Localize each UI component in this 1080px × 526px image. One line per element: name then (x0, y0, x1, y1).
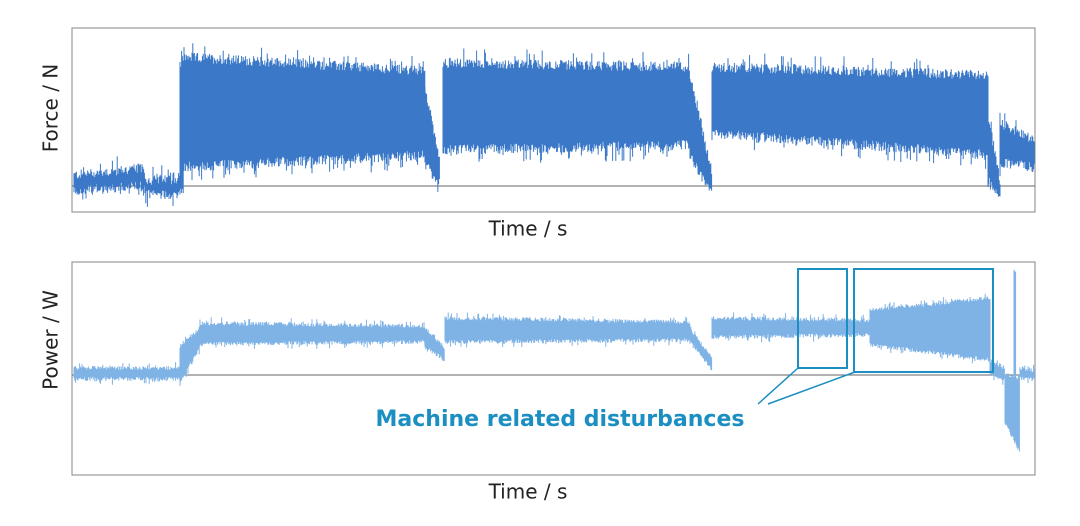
callout-line (757, 367, 799, 405)
y-axis-title: Force / N (39, 64, 63, 153)
callout-line (767, 371, 856, 405)
highlight-box (797, 268, 848, 369)
signal-trace (73, 269, 1035, 452)
power-signal (73, 269, 1035, 452)
x-axis-title: Time / s (488, 480, 568, 504)
top-panel-frame (71, 27, 1036, 213)
signal-trace (73, 43, 1035, 207)
annotation: Machine related disturbances (376, 407, 745, 432)
bottom-panel-frame (71, 261, 1036, 476)
y-axis-title: Power / W (39, 290, 63, 390)
highlight-box (853, 268, 994, 373)
x-axis-title: Time / s (488, 217, 568, 241)
force-signal (73, 43, 1035, 207)
